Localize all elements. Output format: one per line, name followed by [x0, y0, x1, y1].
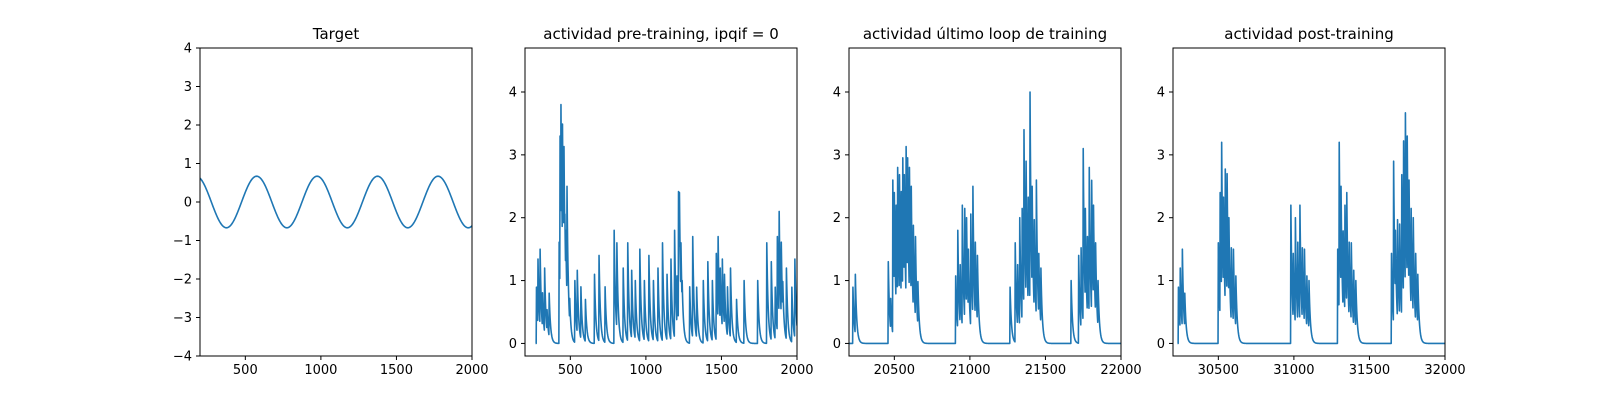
- chart-title: actividad post-training: [1224, 25, 1393, 43]
- y-tick-label: 2: [509, 211, 517, 226]
- y-tick-label: 0: [184, 196, 192, 211]
- x-tick-label: 1500: [380, 363, 413, 378]
- y-tick-label: 3: [833, 148, 841, 163]
- x-tick-label: 20500: [874, 363, 915, 378]
- series-line-4-1: [1177, 112, 1445, 345]
- y-tick-label: 1: [184, 157, 192, 172]
- y-tick-label: −2: [173, 273, 192, 288]
- y-tick-label: 0: [1157, 337, 1165, 352]
- x-tick-label: 22000: [1100, 363, 1141, 378]
- y-tick-label: 1: [1157, 274, 1165, 289]
- y-tick-label: 2: [833, 211, 841, 226]
- y-tick-label: −1: [173, 234, 192, 249]
- x-tick-label: 32000: [1424, 363, 1465, 378]
- x-tick-label: 30500: [1198, 363, 1239, 378]
- x-tick-label: 2000: [455, 363, 488, 378]
- y-tick-label: 4: [184, 42, 192, 57]
- series-line-2-1: [535, 103, 797, 345]
- y-tick-label: 1: [833, 274, 841, 289]
- y-tick-label: 4: [833, 86, 841, 101]
- y-tick-label: 3: [509, 148, 517, 163]
- x-tick-label: 1000: [304, 363, 337, 378]
- y-tick-label: 3: [184, 80, 192, 95]
- axes-frame: [848, 47, 1122, 357]
- x-tick-label: 21000: [949, 363, 990, 378]
- x-tick-label: 2000: [780, 363, 813, 378]
- series-line-3-1: [849, 91, 1121, 345]
- x-tick-label: 500: [558, 363, 583, 378]
- x-tick-label: 31500: [1349, 363, 1390, 378]
- chart-panel-1: Target 500 1000 1500 2000 −4 −3 −2 −1 0 1 2 3 4: [173, 25, 489, 378]
- y-tick-label: 4: [509, 86, 517, 101]
- axes-frame: [1172, 47, 1446, 357]
- x-tick-label: 1500: [705, 363, 738, 378]
- y-tick-label: −4: [173, 350, 192, 365]
- x-tick-label: 21500: [1025, 363, 1066, 378]
- y-tick-label: −3: [173, 311, 192, 326]
- y-tick-label: 4: [1157, 86, 1165, 101]
- x-tick-label: 1000: [629, 363, 662, 378]
- y-tick-label: 3: [1157, 148, 1165, 163]
- y-tick-label: 2: [184, 119, 192, 134]
- axes-frame: [524, 47, 798, 357]
- y-tick-label: 1: [509, 274, 517, 289]
- chart-title: actividad pre-training, ipqif = 0: [543, 25, 779, 43]
- series-line-1-1: [200, 175, 472, 229]
- x-tick-label: 31000: [1273, 363, 1314, 378]
- y-tick-label: 0: [833, 337, 841, 352]
- y-tick-label: 0: [509, 337, 517, 352]
- chart-panel-2: actividad pre-training, ipqif = 0 500 1000…: [509, 25, 814, 378]
- y-tick-label: 2: [1157, 211, 1165, 226]
- x-tick-label: 500: [233, 363, 258, 378]
- chart-title: Target: [312, 25, 360, 43]
- chart-title: actividad último loop de training: [863, 25, 1107, 43]
